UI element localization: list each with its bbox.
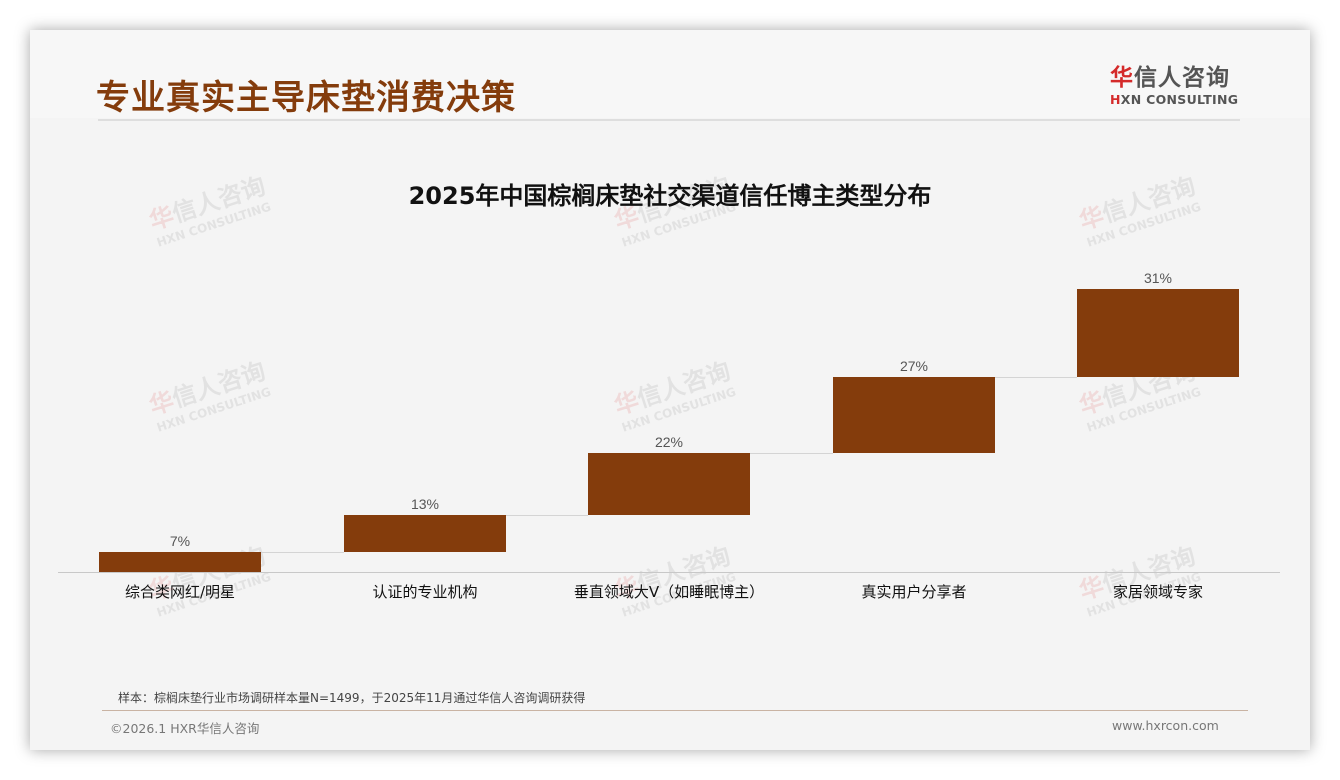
bar (99, 552, 261, 572)
company-logo: 华信人咨询 HXN CONSULTING (1110, 64, 1242, 108)
logo-chinese-rest: 信人咨询 (1134, 65, 1230, 91)
logo-english-highlight: H (1110, 92, 1121, 107)
connector-line (261, 552, 344, 553)
logo-highlight: 华 (1110, 65, 1134, 91)
page-title: 专业真实主导床垫消费决策 (96, 78, 516, 118)
category-label: 综合类网红/明星 (124, 583, 236, 601)
x-axis-line (58, 572, 1280, 573)
header-divider (98, 119, 1240, 121)
bar-value-label: 22% (654, 434, 684, 451)
logo-english-rest: XN CONSULTING (1120, 92, 1239, 107)
sample-note: 样本：棕榈床垫行业市场调研样本量N=1499，于2025年11月通过华信人咨询调… (118, 691, 586, 705)
bar (588, 453, 750, 516)
category-label: 垂直领域大V（如睡眠博主） (573, 583, 765, 601)
connector-line (750, 453, 833, 454)
category-label: 真实用户分享者 (861, 583, 967, 601)
slide: 专业真实主导床垫消费决策 华信人咨询 HXN CONSULTING 华信人咨询 H… (30, 30, 1310, 750)
footer-divider (102, 710, 1248, 711)
category-label: 家居领域专家 (1112, 583, 1203, 601)
bar-value-label: 13% (410, 496, 440, 513)
connector-line (995, 377, 1077, 378)
bar (833, 376, 995, 454)
connector-line (506, 515, 588, 516)
bar-value-label: 7% (169, 533, 191, 550)
logo-english: HXN CONSULTING (1110, 92, 1242, 108)
chart-title: 2025年中国棕榈床垫社交渠道信任博主类型分布 (408, 182, 932, 210)
header-band (30, 30, 1310, 118)
website-link[interactable]: www.hxrcon.com (1112, 718, 1219, 733)
logo-chinese: 华信人咨询 (1110, 64, 1242, 92)
bar-value-label: 27% (899, 357, 929, 374)
bar-value-label: 31% (1143, 270, 1173, 286)
copyright-text: ©2026.1 HXR华信人咨询 (110, 721, 260, 736)
waterfall-chart: 7% 综合类网红/明星 13% 认证的专业机构 22% 垂直领域大V（如睡眠博主） 27% 真… (30, 30, 1310, 750)
bar (1077, 289, 1239, 377)
bar (344, 515, 506, 553)
category-label: 认证的专业机构 (372, 583, 478, 601)
